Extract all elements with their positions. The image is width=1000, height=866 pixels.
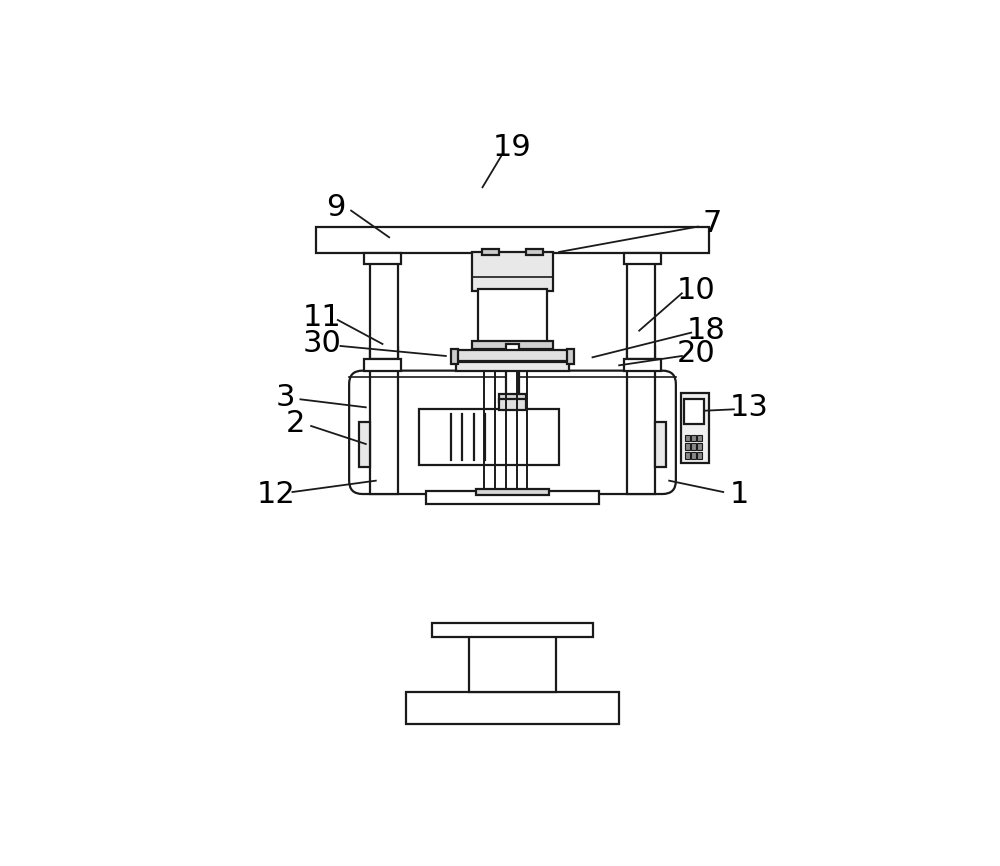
Bar: [624, 253, 661, 264]
Bar: [472, 341, 553, 349]
Bar: [681, 392, 709, 462]
Bar: [406, 692, 619, 724]
Text: 1: 1: [730, 480, 749, 508]
Bar: [370, 347, 398, 494]
Bar: [359, 422, 370, 468]
Bar: [364, 359, 401, 371]
Bar: [526, 249, 543, 255]
Bar: [685, 435, 690, 442]
Text: 19: 19: [493, 132, 532, 162]
Bar: [472, 252, 553, 291]
Text: 2: 2: [286, 410, 305, 438]
Bar: [370, 260, 398, 359]
Bar: [627, 260, 655, 359]
Bar: [685, 452, 690, 459]
Bar: [478, 289, 547, 344]
Text: 9: 9: [326, 193, 345, 222]
Text: 3: 3: [276, 383, 296, 412]
Bar: [456, 362, 569, 371]
Bar: [567, 349, 574, 364]
Bar: [469, 636, 556, 692]
Bar: [627, 347, 655, 494]
Text: 20: 20: [677, 339, 715, 368]
Text: 12: 12: [256, 480, 295, 508]
Bar: [499, 399, 526, 410]
Bar: [691, 443, 696, 450]
Bar: [456, 350, 569, 360]
Bar: [624, 359, 661, 371]
Bar: [476, 488, 549, 495]
Bar: [697, 435, 702, 442]
Bar: [691, 435, 696, 442]
Text: 7: 7: [703, 210, 722, 238]
Text: 10: 10: [677, 276, 715, 305]
FancyBboxPatch shape: [349, 371, 676, 494]
Bar: [419, 409, 559, 465]
Text: 18: 18: [686, 316, 725, 346]
Bar: [697, 443, 702, 450]
Bar: [697, 452, 702, 459]
Bar: [684, 398, 704, 424]
Text: 11: 11: [303, 303, 342, 332]
Bar: [655, 422, 666, 468]
Bar: [506, 344, 519, 397]
Bar: [499, 394, 526, 402]
Bar: [426, 491, 599, 504]
Bar: [432, 623, 593, 637]
Bar: [451, 349, 458, 364]
Bar: [685, 443, 690, 450]
Bar: [316, 227, 709, 253]
Text: 13: 13: [730, 393, 769, 422]
Text: 30: 30: [303, 329, 342, 359]
Bar: [482, 249, 499, 255]
Bar: [364, 253, 401, 264]
Bar: [691, 452, 696, 459]
